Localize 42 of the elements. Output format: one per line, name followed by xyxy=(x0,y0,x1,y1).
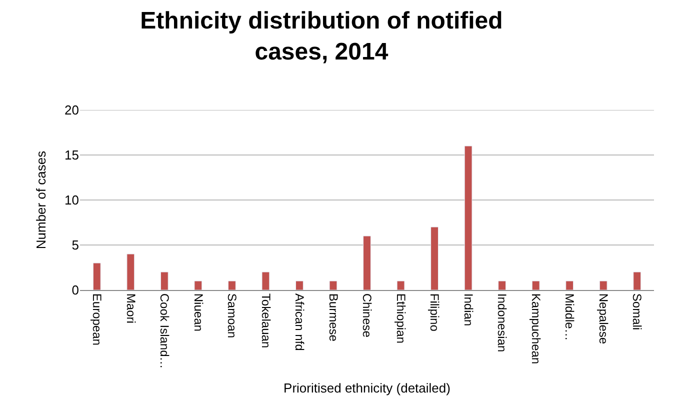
bar xyxy=(566,280,574,290)
x-tick-label: Cook Island… xyxy=(158,293,172,369)
x-tick-label: Maori xyxy=(124,293,138,324)
x-tick-label: Chinese xyxy=(360,293,374,338)
x-axis-title: Prioritised ethnicity (detailed) xyxy=(284,380,450,396)
bar xyxy=(396,280,405,290)
bar xyxy=(498,280,506,290)
x-tick-label: Burmese xyxy=(326,293,340,342)
x-tick-label: Niuean xyxy=(191,293,206,332)
x-tick-label: Filipino xyxy=(428,293,442,332)
bar xyxy=(228,280,236,290)
chart-title: Ethnicity distribution of notified cases, 2014 xyxy=(140,7,503,66)
bar xyxy=(633,272,642,290)
x-tick-label: Somali xyxy=(630,293,644,330)
bar xyxy=(363,236,371,290)
bar xyxy=(160,272,168,290)
x-tick-label: African nfd xyxy=(292,293,307,351)
bar xyxy=(296,280,304,290)
x-tick-label: Indian xyxy=(461,293,476,326)
x-tick-label: Samoan xyxy=(225,293,240,338)
x-tick-label: Ethiopian xyxy=(394,293,408,344)
y-tick-label: 15 xyxy=(64,148,79,163)
y-tick-label: 10 xyxy=(64,192,79,208)
bar xyxy=(126,254,135,290)
bar xyxy=(194,280,202,290)
bar xyxy=(464,146,472,290)
y-axis-title: Number of cases xyxy=(33,150,48,250)
x-tick-label: Nepalese xyxy=(596,293,610,344)
bar xyxy=(599,280,608,290)
bar xyxy=(430,226,438,290)
x-tick-label: European xyxy=(90,293,104,346)
bar xyxy=(532,280,540,290)
bar xyxy=(92,262,101,290)
x-tick-label: Middle… xyxy=(562,293,577,341)
x-tick-label: Tokelauan xyxy=(258,293,273,348)
y-tick-label: 20 xyxy=(64,102,79,118)
x-tick-label: Indonesian xyxy=(495,293,510,352)
bar xyxy=(262,272,270,290)
y-tick-label: 5 xyxy=(72,238,79,253)
y-tick-label: 0 xyxy=(72,282,79,298)
x-tick-label: Kampuchean xyxy=(528,293,543,364)
bar xyxy=(329,280,338,290)
